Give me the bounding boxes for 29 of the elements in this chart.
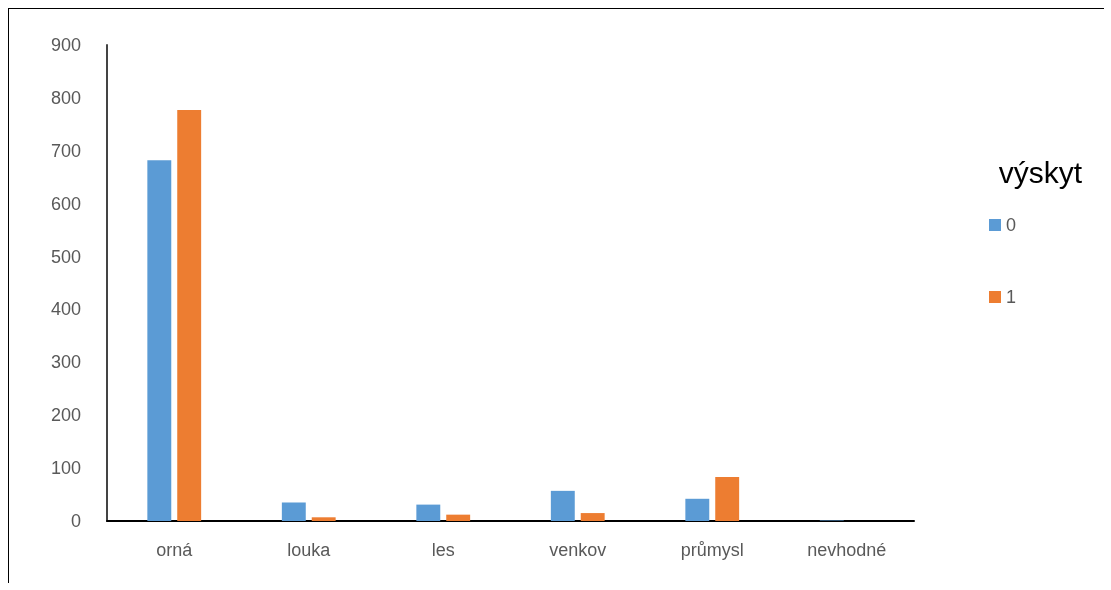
y-tick-label: 900 <box>50 35 81 55</box>
y-tick-label: 500 <box>50 246 81 267</box>
legend-label: 0 <box>1006 215 1017 235</box>
y-tick-label: 100 <box>50 458 81 479</box>
legend-label: 1 <box>1006 287 1017 307</box>
bar <box>580 513 605 521</box>
bar <box>416 504 441 521</box>
y-tick-label: 800 <box>50 87 81 108</box>
y-tick-label: 600 <box>50 193 81 214</box>
legend-title: výskyt <box>998 155 1083 189</box>
x-tick-label: venkov <box>549 540 607 560</box>
bar <box>446 514 471 521</box>
bar <box>311 517 336 521</box>
y-tick-label: 0 <box>70 511 81 531</box>
y-tick-label: 300 <box>50 352 81 373</box>
bar <box>147 160 172 521</box>
x-tick-label: louka <box>287 540 332 560</box>
x-tick-label: les <box>431 540 455 560</box>
y-tick-label: 700 <box>50 140 81 161</box>
y-tick-label: 200 <box>50 405 81 426</box>
bar <box>715 477 740 521</box>
bar <box>177 110 202 521</box>
x-tick-label: nevhodné <box>807 540 887 560</box>
x-tick-label: orná <box>156 540 194 560</box>
bar <box>281 502 306 521</box>
x-tick-label: průmysl <box>680 540 744 560</box>
y-tick-label: 400 <box>50 299 81 320</box>
bar <box>685 498 710 521</box>
bar <box>550 490 575 521</box>
